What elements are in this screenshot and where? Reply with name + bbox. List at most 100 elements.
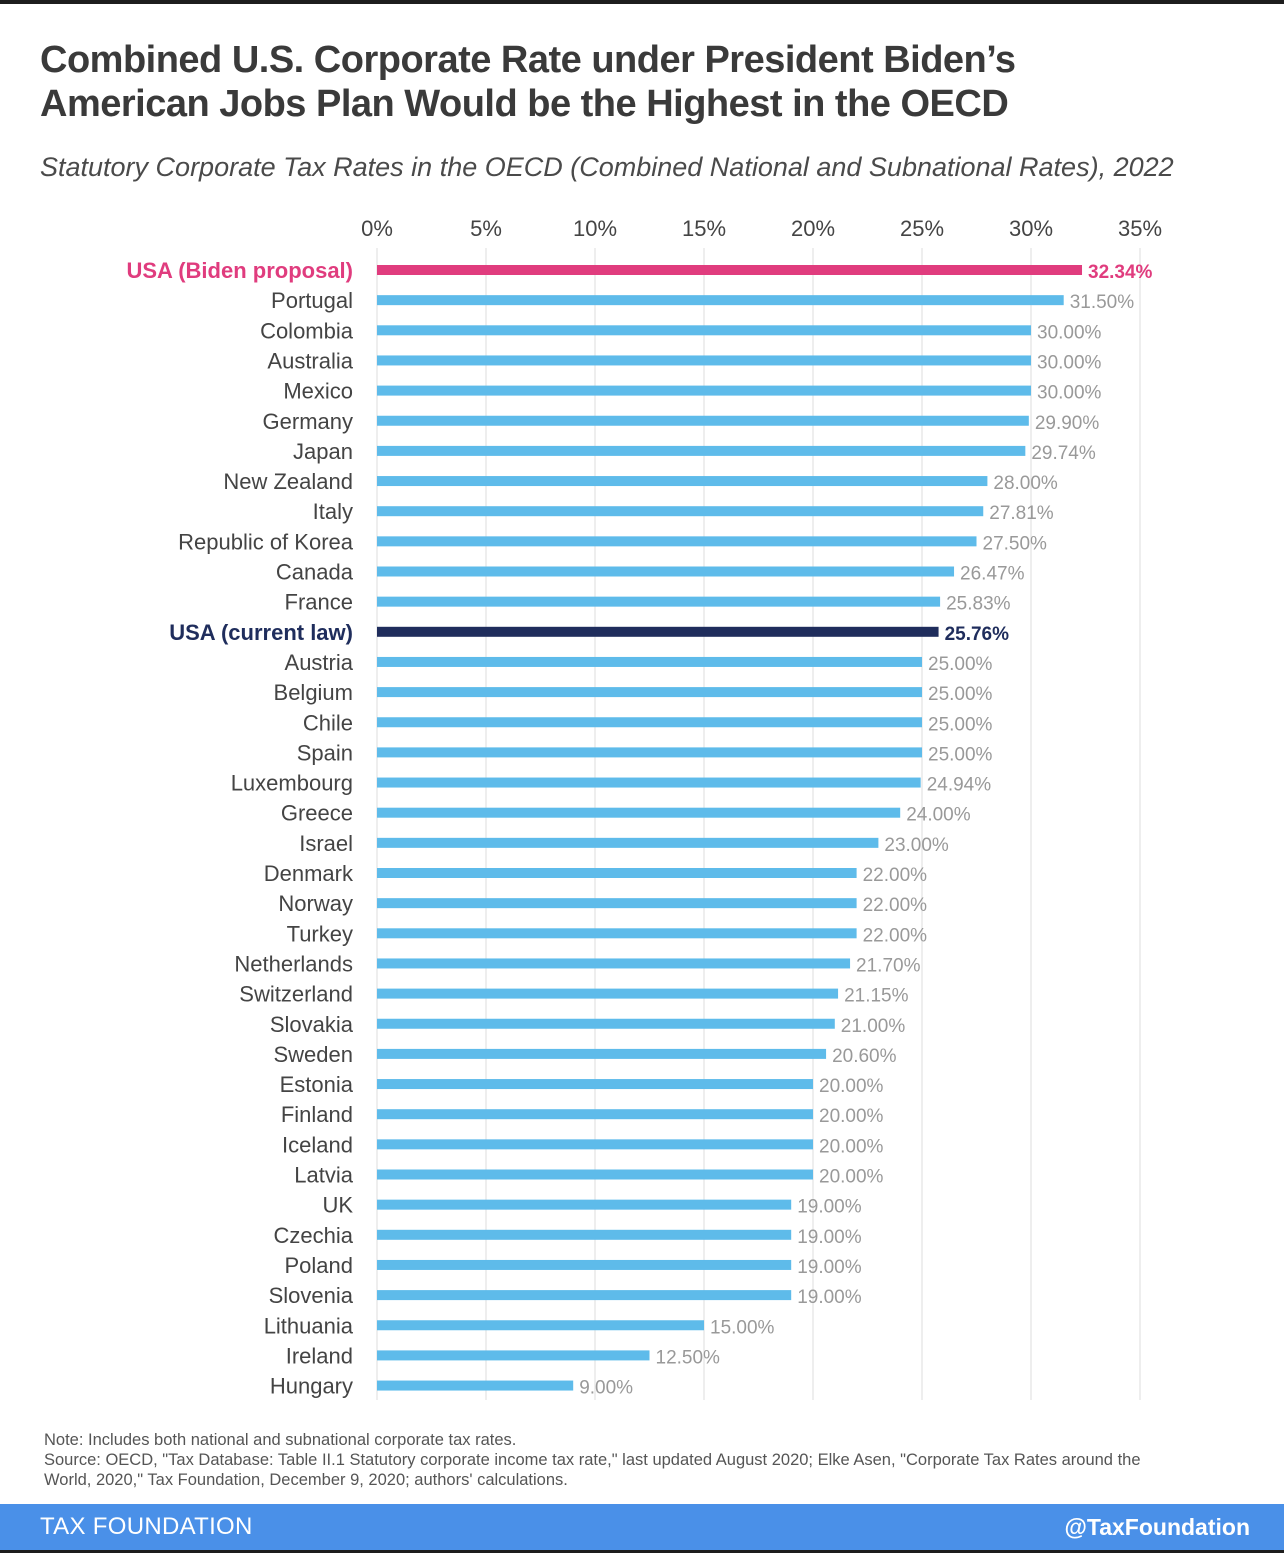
bar-chart: 0% 5% 10% 15% 20% 25% 30% 35% USA (Biden proposa… — [126, 216, 1162, 1400]
footer-handle[interactable]: @TaxFoundation — [1064, 1514, 1250, 1540]
value-label: 25.00% — [928, 684, 993, 705]
top-rule — [0, 0, 1284, 4]
chart-subtitle: Statutory Corporate Tax Rates in the OEC… — [40, 152, 1174, 182]
category-label: Netherlands — [234, 951, 353, 976]
category-label: Switzerland — [239, 982, 353, 1007]
category-label: USA (Biden proposal) — [126, 258, 353, 283]
bar — [377, 777, 921, 788]
value-label: 15.00% — [710, 1317, 775, 1338]
x-tick-label: 20% — [791, 216, 835, 241]
bar — [377, 325, 1031, 336]
bar — [377, 1199, 792, 1210]
value-label: 20.00% — [819, 1106, 884, 1127]
value-label: 22.00% — [863, 895, 928, 916]
value-label: 29.74% — [1031, 443, 1096, 464]
x-tick-label: 25% — [900, 216, 944, 241]
notes: Note: Includes both national and subnati… — [44, 1430, 1244, 1490]
bar — [377, 355, 1031, 366]
bar — [377, 1018, 835, 1029]
category-label: Austria — [285, 650, 354, 675]
bar — [377, 1380, 574, 1391]
bar — [377, 958, 851, 969]
value-label: 23.00% — [884, 835, 949, 856]
category-label: Spain — [297, 740, 353, 765]
category-label: Lithuania — [264, 1313, 354, 1338]
value-label: 24.94% — [927, 775, 992, 796]
category-label: Latvia — [294, 1163, 353, 1188]
value-label: 25.76% — [945, 624, 1010, 645]
x-tick-label: 0% — [361, 216, 393, 241]
bar — [377, 415, 1029, 426]
x-tick-label: 15% — [682, 216, 726, 241]
title-line-1: Combined U.S. Corporate Rate under Presi… — [40, 39, 1016, 81]
category-label: Slovakia — [270, 1012, 354, 1037]
category-label: Portugal — [271, 288, 353, 313]
category-label: Republic of Korea — [178, 529, 354, 554]
value-label: 20.00% — [819, 1167, 884, 1188]
x-tick-label: 30% — [1009, 216, 1053, 241]
value-label: 19.00% — [797, 1287, 862, 1308]
value-label: 19.00% — [797, 1227, 862, 1248]
bar — [377, 928, 857, 939]
category-label: Italy — [313, 499, 353, 524]
value-label: 25.83% — [946, 594, 1011, 615]
bar — [377, 988, 839, 999]
value-label: 19.00% — [797, 1197, 862, 1218]
value-label: 21.00% — [841, 1016, 906, 1037]
x-tick-label: 10% — [573, 216, 617, 241]
category-label: Ireland — [286, 1343, 353, 1368]
value-label: 25.00% — [928, 744, 993, 765]
bar — [377, 506, 984, 517]
value-label: 27.50% — [983, 533, 1048, 554]
value-label: 25.00% — [928, 654, 993, 675]
bar — [377, 1320, 704, 1331]
category-label: Mexico — [283, 379, 353, 404]
value-label: 29.90% — [1035, 413, 1100, 434]
category-label: Israel — [299, 831, 353, 856]
bar — [377, 717, 922, 728]
value-label: 32.34% — [1088, 262, 1153, 283]
category-label: Greece — [281, 801, 353, 826]
value-label: 30.00% — [1037, 383, 1102, 404]
category-label: Colombia — [260, 318, 354, 343]
bar — [377, 626, 939, 637]
bar — [377, 1290, 792, 1301]
value-label: 21.70% — [856, 955, 921, 976]
value-label: 30.00% — [1037, 322, 1102, 343]
category-label: Poland — [284, 1253, 353, 1278]
value-label: 25.00% — [928, 714, 993, 735]
value-label: 31.50% — [1070, 292, 1135, 313]
bar — [377, 1350, 650, 1361]
category-label: Estonia — [280, 1072, 354, 1097]
source-line-2: World, 2020," Tax Foundation, December 9… — [44, 1471, 568, 1489]
bar — [377, 566, 955, 577]
category-label: Hungary — [270, 1374, 353, 1399]
value-label: 28.00% — [993, 473, 1058, 494]
bar — [377, 837, 879, 848]
category-label: Slovenia — [269, 1283, 354, 1308]
bar — [377, 295, 1064, 306]
bar — [377, 1048, 827, 1059]
bar — [377, 868, 857, 878]
bar — [377, 687, 922, 698]
category-label: France — [285, 590, 353, 615]
category-label: Sweden — [273, 1042, 353, 1067]
category-label: Denmark — [264, 861, 354, 886]
bar — [377, 1079, 813, 1090]
bar — [377, 1169, 813, 1180]
bar — [377, 1139, 813, 1150]
category-label: Luxembourg — [231, 771, 353, 796]
bar — [377, 445, 1026, 456]
value-label: 12.50% — [656, 1347, 721, 1368]
category-label: UK — [322, 1193, 353, 1218]
value-label: 20.60% — [832, 1046, 897, 1067]
category-label: Japan — [293, 439, 353, 464]
bar — [377, 385, 1031, 396]
category-label: USA (current law) — [169, 620, 353, 645]
category-label: Norway — [278, 891, 353, 916]
bar — [377, 747, 922, 758]
category-label: Belgium — [274, 680, 353, 705]
bar — [377, 476, 988, 487]
value-label: 19.00% — [797, 1257, 862, 1278]
value-label: 26.47% — [960, 564, 1025, 585]
